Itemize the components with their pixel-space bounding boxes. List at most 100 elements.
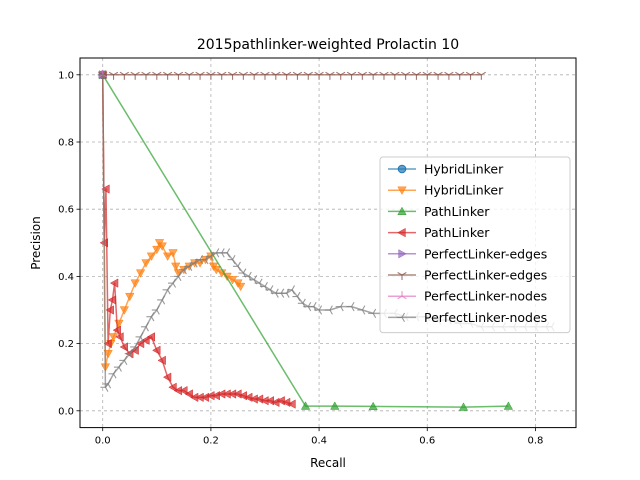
data-point <box>368 401 378 411</box>
data-point <box>271 71 281 80</box>
chart-title: 2015pathlinker-weighted Prolactin 10 <box>197 37 459 53</box>
x-tick-label: 0.8 <box>527 436 543 447</box>
x-tick-label: 0.0 <box>95 436 111 447</box>
data-point <box>119 306 129 315</box>
legend-entry: PerfectLinker-nodes <box>388 310 547 325</box>
data-point <box>109 278 119 288</box>
data-point <box>119 342 128 352</box>
y-axis-label: Precision <box>29 216 43 270</box>
data-point <box>249 71 259 80</box>
data-point <box>119 71 129 80</box>
data-point <box>292 71 303 80</box>
data-point <box>162 372 172 382</box>
data-point <box>105 305 114 315</box>
legend-marker <box>397 291 407 300</box>
data-point <box>368 308 377 318</box>
data-point <box>433 71 443 80</box>
data-point <box>125 292 135 302</box>
data-point <box>151 305 160 315</box>
data-point <box>325 71 335 80</box>
y-tick-label: 0.2 <box>58 339 74 350</box>
data-point <box>152 345 161 355</box>
data-point <box>157 295 166 305</box>
data-point <box>167 278 177 288</box>
data-point <box>119 355 128 366</box>
legend-label: PathLinker <box>424 204 490 219</box>
series-line <box>102 74 509 408</box>
legend-marker <box>397 206 407 216</box>
legend-entry: HybridLinker <box>388 183 504 198</box>
data-point <box>422 71 432 80</box>
legend-label: PerfectLinker-edges <box>424 268 547 283</box>
data-point <box>346 71 357 80</box>
data-point <box>97 70 106 80</box>
x-tick-label: 0.6 <box>419 436 435 447</box>
data-point <box>184 389 193 399</box>
legend-box <box>379 156 571 334</box>
data-point <box>107 295 117 305</box>
x-tick-label: 0.2 <box>203 436 219 447</box>
data-point <box>232 261 241 271</box>
data-point <box>101 184 110 194</box>
data-point <box>411 71 422 80</box>
data-point <box>444 71 454 80</box>
y-tick-label: 0.4 <box>58 272 74 283</box>
data-point <box>146 252 157 261</box>
data-point <box>162 252 173 261</box>
data-point <box>146 332 156 342</box>
data-point <box>141 259 151 268</box>
legend-entry: PathLinker <box>388 225 490 240</box>
data-point <box>113 362 122 372</box>
series-3 <box>98 70 296 409</box>
y-tick-label: 0.0 <box>58 406 74 417</box>
data-point <box>135 269 146 278</box>
data-point <box>465 71 476 80</box>
data-point <box>130 71 140 80</box>
data-point <box>300 401 311 410</box>
data-point <box>227 254 236 265</box>
legend-marker <box>397 227 406 238</box>
legend-marker <box>396 312 405 323</box>
legend-entry: PathLinker <box>388 204 490 219</box>
data-point <box>330 401 340 410</box>
data-point <box>152 245 162 255</box>
data-point <box>270 288 279 298</box>
data-point <box>390 71 400 80</box>
legend-marker <box>397 186 407 195</box>
data-point <box>103 379 112 389</box>
data-point <box>276 288 285 298</box>
legend-label: PerfectLinker-nodes <box>424 289 547 304</box>
data-point <box>108 333 119 342</box>
data-point <box>211 248 220 258</box>
data-point <box>227 71 238 80</box>
data-point <box>503 401 514 410</box>
data-point <box>141 335 150 345</box>
y-tick-label: 0.8 <box>58 138 74 149</box>
data-point <box>173 71 184 80</box>
x-tick-label: 0.4 <box>311 436 327 447</box>
legend-marker <box>397 272 407 281</box>
plot-frame <box>79 57 577 429</box>
data-point <box>458 402 469 411</box>
data-point <box>236 282 246 292</box>
data-point <box>108 71 119 80</box>
data-point <box>314 305 323 315</box>
data-point <box>130 279 140 288</box>
data-point <box>108 369 117 379</box>
data-point <box>168 382 177 392</box>
data-point <box>217 71 227 80</box>
legend-entry: PerfectLinker-edges <box>388 246 547 261</box>
legend: HybridLinker HybridLinker PathLinker PathLi… <box>379 156 571 334</box>
data-point <box>222 248 231 258</box>
x-axis-label: Recall <box>310 456 346 470</box>
data-point <box>162 285 171 295</box>
data-point <box>140 322 149 332</box>
data-point <box>260 71 270 80</box>
y-tick-label: 0.6 <box>58 205 74 216</box>
data-point <box>292 291 301 302</box>
data-point <box>303 71 313 80</box>
data-point <box>324 305 333 315</box>
data-point <box>103 350 113 359</box>
data-point <box>357 71 367 80</box>
legend-label: HybridLinker <box>424 183 504 198</box>
